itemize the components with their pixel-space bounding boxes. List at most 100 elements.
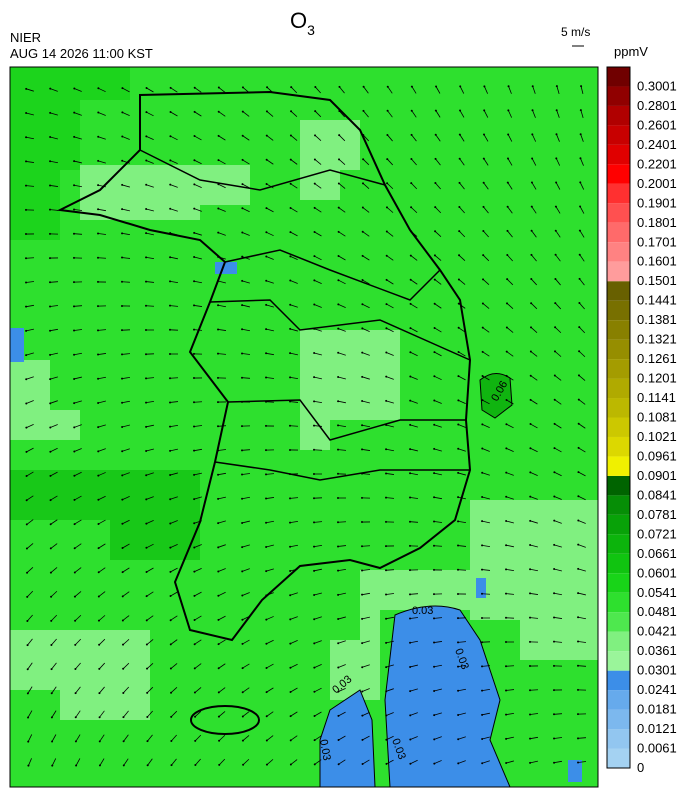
wind-arrow-head [530,326,532,328]
wind-arrow-head [337,497,339,499]
colorbar-label: 0.1201 [637,371,677,386]
wind-arrow-head [241,474,243,476]
wind-arrow-head [98,692,100,694]
wind-arrow-head [289,522,291,524]
wind-arrow-head [457,738,459,740]
wind-arrow-head [194,716,196,718]
wind-arrow-head [578,399,580,401]
wind-arrow-head [554,302,556,304]
wind-arrow-head [265,643,267,645]
wind-arrow-head [314,134,316,136]
wind-arrow-head [73,281,75,283]
wind-arrow-head [265,304,267,306]
wind-arrow-head [98,644,100,646]
wind-arrow-head [145,402,147,404]
wind-arrow-head [385,376,387,378]
wind-arrow-head [145,160,147,162]
colorbar-label: 0.1021 [637,429,677,444]
title-main: O [290,8,307,33]
wind-arrow-head [506,278,508,280]
wind-arrow-head [481,690,483,692]
wind-arrow-head [482,327,484,329]
wind-arrow-head [577,592,579,594]
wind-arrow-head [241,280,243,282]
colorbar-segment [607,573,630,592]
wind-arrow-head [362,110,364,112]
low-zone [568,760,582,782]
wind-arrow-head [121,402,123,404]
wind-arrow-head [25,88,27,90]
wind-arrow-head [289,401,291,403]
wind-arrow-head [27,741,29,743]
wind-arrow-head [457,375,459,377]
wind-arrow-head [145,208,147,210]
wind-arrow-head [98,620,100,622]
wind-arrow-head [290,207,292,209]
wind-arrow-head [121,87,123,89]
wind-arrow-head [505,496,507,498]
map: 0.06 0.03 0.03 0.03 0.03 0.03 [10,67,598,787]
colorbar-segment [607,710,630,729]
wind-arrow-head [361,642,363,644]
wind-arrow-head [361,327,363,329]
wind-arrow-head [145,305,147,307]
wind-arrow-head [457,641,459,643]
wind-arrow-head [433,496,435,498]
wind-arrow-head [122,692,124,694]
wind-arrow-head [385,642,387,644]
wind-arrow-head [25,233,27,235]
wind-arrow-head [529,471,531,473]
wind-arrow-head [98,547,100,549]
wind-arrow-head [457,496,459,498]
wind-arrow-head [97,305,99,307]
wind-arrow-head [193,304,195,306]
colorbar-segment [607,612,630,631]
wind-arrow-head [218,667,220,669]
wind-arrow-head [169,571,171,573]
wind-arrow-head [362,207,364,209]
wind-arrow-head [290,715,292,717]
wind-arrow-head [505,738,507,740]
wind-arrow-head [145,450,147,452]
wind-arrow-head [241,619,243,621]
wind-arrow-head [362,158,364,160]
wind-arrow-head [145,474,147,476]
wind-arrow-head [97,233,99,235]
wind-arrow-head [241,570,243,572]
wind-arrow-head [193,208,195,210]
colorbar-label: 0 [637,760,644,775]
wind-arrow-head [385,303,387,305]
wind-arrow-head [457,690,459,692]
wind-arrow [98,258,106,259]
wind-arrow-head [265,546,267,548]
wind-arrow-head [580,109,582,111]
wind-arrow-head [170,764,172,766]
wind-arrow-head [123,764,125,766]
wind-arrow-head [409,569,411,571]
wind-arrow-head [170,111,172,113]
wind-arrow-head [194,111,196,113]
wind-arrow-head [313,667,315,669]
wind-arrow-head [218,716,220,718]
wind-arrow-head [265,498,267,500]
colorbar-segment [607,593,630,612]
wind-arrow-head [75,765,77,767]
wind-arrow-head [410,230,412,232]
wind-arrow-head [169,426,171,428]
wind-arrow-head [506,230,508,232]
wind-arrow-head [217,522,219,524]
wind-arrow-head [555,230,557,232]
wind-arrow-head [314,158,316,160]
wind-arrow-head [337,303,339,305]
wind-arrow [530,690,538,691]
colorbar-segment [607,223,630,242]
wind-arrow-head [97,160,99,162]
wind-arrow-head [314,110,316,112]
low-zone [476,578,486,598]
wind-arrow-head [265,449,267,451]
colorbar-segment [607,456,630,475]
wind-arrow-head [361,473,363,475]
wind-arrow-head [506,399,508,401]
wind-arrow-head [25,330,27,332]
wind-arrow-head [529,738,531,740]
